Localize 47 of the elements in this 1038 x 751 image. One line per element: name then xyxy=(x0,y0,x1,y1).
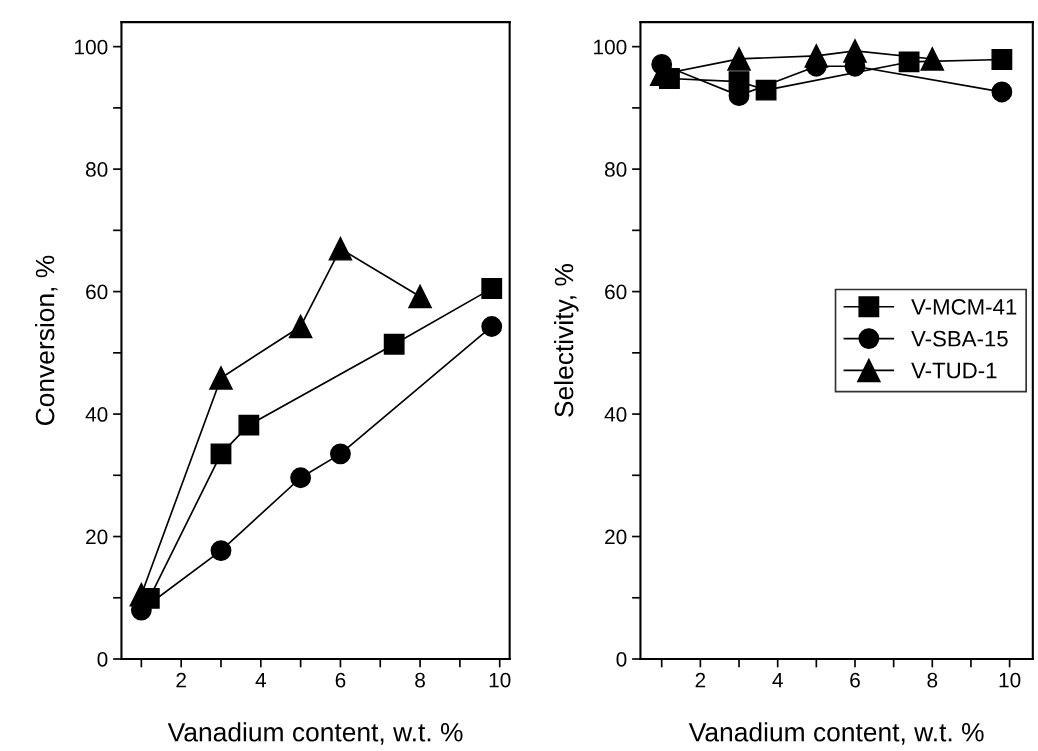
y-tick-label: 100 xyxy=(75,39,108,55)
y-tick-label: 40 xyxy=(604,407,627,422)
y-tick-label: 100 xyxy=(594,39,627,55)
point xyxy=(290,467,312,489)
y-tick-label: 60 xyxy=(86,284,108,300)
point xyxy=(804,44,829,68)
point xyxy=(408,284,432,309)
x-axis-title: Vanadium content, w.t. % xyxy=(688,722,984,745)
x-tick-label: 10 xyxy=(489,672,511,688)
point xyxy=(238,414,260,436)
point xyxy=(843,39,867,63)
point xyxy=(330,443,351,465)
x-tick-label: 6 xyxy=(850,672,860,688)
x-tick-label: 8 xyxy=(927,672,938,688)
y-tick-label: 20 xyxy=(605,529,627,545)
y-tick-label: 40 xyxy=(85,407,108,422)
x-tick-label: 6 xyxy=(335,672,346,688)
point xyxy=(481,278,503,299)
x-tick-label: 2 xyxy=(176,672,186,688)
x-tick-label: 4 xyxy=(772,672,783,688)
x-tick-label: 4 xyxy=(255,672,266,688)
point xyxy=(727,47,751,71)
y-tick-label: 80 xyxy=(604,162,627,177)
point xyxy=(991,49,1013,70)
point xyxy=(481,316,503,337)
y-tick-label: 0 xyxy=(616,652,627,667)
point xyxy=(920,47,945,71)
legend-label: V-SBA-15 xyxy=(911,330,1008,347)
point xyxy=(383,333,405,355)
point xyxy=(209,366,233,390)
legend-label: V-MCM-41 xyxy=(911,298,1017,315)
point xyxy=(210,443,232,465)
x-tick-label: 2 xyxy=(695,672,706,688)
point xyxy=(288,314,313,339)
point xyxy=(328,236,353,261)
x-axis-title: Vanadium content, w.t. % xyxy=(167,722,463,745)
y-tick-label: 80 xyxy=(85,162,108,177)
y-tick-label: 0 xyxy=(97,652,108,667)
x-tick-label: 10 xyxy=(999,672,1021,688)
point xyxy=(991,81,1013,103)
y-tick-label: 60 xyxy=(605,284,627,300)
y-tick-label: 20 xyxy=(86,529,108,545)
legend-label: V-TUD-1 xyxy=(911,362,997,379)
y-axis-title: Selectivity, % xyxy=(554,264,579,417)
y-axis-title: Conversion, % xyxy=(35,255,58,426)
x-tick-label: 8 xyxy=(415,672,425,688)
point xyxy=(210,540,232,562)
